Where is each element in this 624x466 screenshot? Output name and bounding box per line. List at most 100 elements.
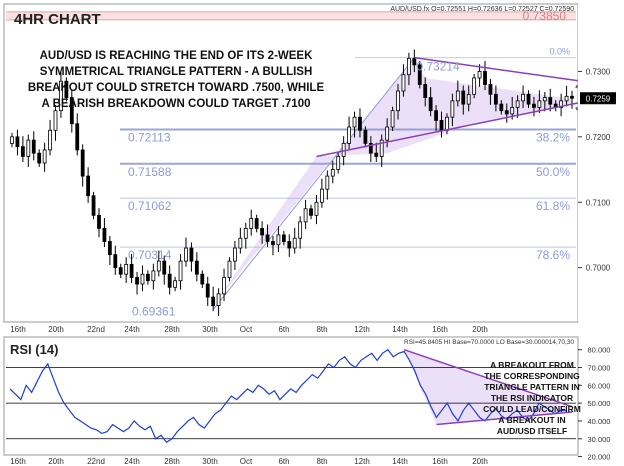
candle-body xyxy=(184,247,188,262)
candle-body xyxy=(167,273,172,288)
candle-body xyxy=(86,175,91,197)
fib-pct-label: 61.8% xyxy=(536,199,570,213)
fib-zero-label: 0.0% xyxy=(549,47,570,57)
price-annotation-line: SYMMETRICAL TRIANGLE PATTERN - A BULLISH xyxy=(40,66,313,78)
candle-body xyxy=(59,80,63,112)
candle-body xyxy=(363,129,368,144)
rsi-x-tick-label: 28th xyxy=(164,457,180,466)
candle-body xyxy=(466,93,471,105)
rsi-x-tick-label: 20th xyxy=(48,457,64,466)
candle-body xyxy=(450,100,455,118)
candle-body xyxy=(10,136,14,144)
candle-body xyxy=(559,100,564,108)
rsi-annotation-line: THE RSI INDICATOR xyxy=(491,393,573,403)
candle-body xyxy=(205,283,210,298)
candle-body xyxy=(374,152,379,157)
candle-body xyxy=(537,100,542,108)
price-x-tick-label: 30th xyxy=(202,325,218,334)
candle-body xyxy=(542,97,547,102)
rsi-x-tick-label: 8th xyxy=(316,457,327,466)
candle-body xyxy=(314,201,319,216)
candle-body xyxy=(42,149,47,164)
candle-body xyxy=(287,241,292,249)
rsi-annotation-line: THE CORRESPONDING xyxy=(484,371,580,381)
candle-body xyxy=(368,142,373,154)
candle-body xyxy=(15,136,20,148)
candle-body xyxy=(80,149,85,177)
candle-body xyxy=(483,71,487,85)
rsi-header-params: 14,70,30 xyxy=(549,339,575,346)
rsi-axis-label: 80.000 xyxy=(588,346,611,355)
rsi-x-tick-label: 12th xyxy=(354,457,370,466)
price-x-tick-label: 20th xyxy=(48,325,64,334)
candle-body xyxy=(325,175,330,190)
rsi-x-tick-label: Oct xyxy=(240,457,253,466)
rsi-x-tick-label: 16th xyxy=(432,457,448,466)
fib-pct-label: 78.6% xyxy=(536,248,570,262)
candle-body xyxy=(243,228,248,239)
rsi-annotation-line: AUD/USD ITSELF xyxy=(497,426,567,436)
candle-body xyxy=(37,152,42,164)
rsi-x-tick-label: 14th xyxy=(392,457,408,466)
candle-body xyxy=(336,156,341,170)
price-x-tick-label: 12th xyxy=(354,325,370,334)
fib-price-label: 0.72113 xyxy=(128,130,171,144)
rsi-axis-label: 40.000 xyxy=(588,417,611,426)
fib-price-label: 0.71588 xyxy=(128,165,172,179)
rsi-annotation: A BREAKOUT FROM THE CORRESPONDING TRIANG… xyxy=(483,360,581,436)
candle-body xyxy=(303,208,308,223)
candle-body xyxy=(352,116,357,128)
price-x-tick-label: Oct xyxy=(240,325,253,334)
candle-body xyxy=(189,247,194,262)
rsi-upper-trendline xyxy=(403,348,573,408)
candle-body xyxy=(118,267,123,275)
candle-body xyxy=(178,260,183,282)
rsi-axis-label: 30.000 xyxy=(588,435,611,444)
rsi-annotation-line: A BREAKOUT IN xyxy=(498,415,565,425)
candle-body xyxy=(347,126,351,144)
candle-body xyxy=(445,116,449,131)
triangle-pattern-fill xyxy=(213,57,573,306)
triangle-upper-trendline xyxy=(414,56,583,82)
candle-body xyxy=(281,234,286,242)
candle-body xyxy=(320,188,324,203)
candle-body xyxy=(129,263,134,278)
candle-body xyxy=(434,110,438,121)
candle-body xyxy=(379,139,384,157)
fib-pct-label: 50.0% xyxy=(536,165,570,179)
candle-body xyxy=(162,260,167,275)
rsi-annotation-line: TRIANGLE PATTERN IN xyxy=(484,382,580,392)
candle-body xyxy=(477,71,482,79)
price-annotation-line: BREAKOUT COULD STRETCH TOWARD .7500, WHI… xyxy=(28,82,325,94)
fib-diagonal xyxy=(212,57,415,310)
candle-body xyxy=(238,237,243,249)
price-x-tick-label: 14th xyxy=(392,325,408,334)
candle-body xyxy=(390,110,395,128)
candle-body xyxy=(233,247,237,262)
candle-body xyxy=(330,169,335,177)
rsi-axis-label: 60.000 xyxy=(588,381,611,390)
price-axis xyxy=(578,4,620,322)
candle-body xyxy=(64,80,69,98)
candle-body xyxy=(211,296,216,307)
candle-body xyxy=(173,280,178,288)
candle-body xyxy=(341,142,346,157)
candle-body xyxy=(570,95,574,99)
candle-body xyxy=(455,90,460,102)
candle-body xyxy=(91,195,96,216)
chart-title: 4HR CHART xyxy=(14,11,101,28)
candle-body xyxy=(69,97,74,125)
candle-body xyxy=(461,90,466,105)
price-x-tick-label: 24th xyxy=(124,325,140,334)
candle-body xyxy=(396,90,400,112)
candle-body xyxy=(200,273,205,285)
candle-body xyxy=(53,110,58,131)
candle-body xyxy=(216,293,221,307)
rsi-x-tick-label: 6th xyxy=(278,457,289,466)
rsi-axis-label: 50.000 xyxy=(588,399,611,408)
candle-body xyxy=(107,241,112,255)
price-annotation: AUD/USD IS REACHING THE END OF ITS 2-WEE… xyxy=(28,50,325,110)
candle-body xyxy=(406,57,411,76)
candle-body xyxy=(135,277,139,285)
rsi-axis-label: 70.000 xyxy=(588,364,611,373)
